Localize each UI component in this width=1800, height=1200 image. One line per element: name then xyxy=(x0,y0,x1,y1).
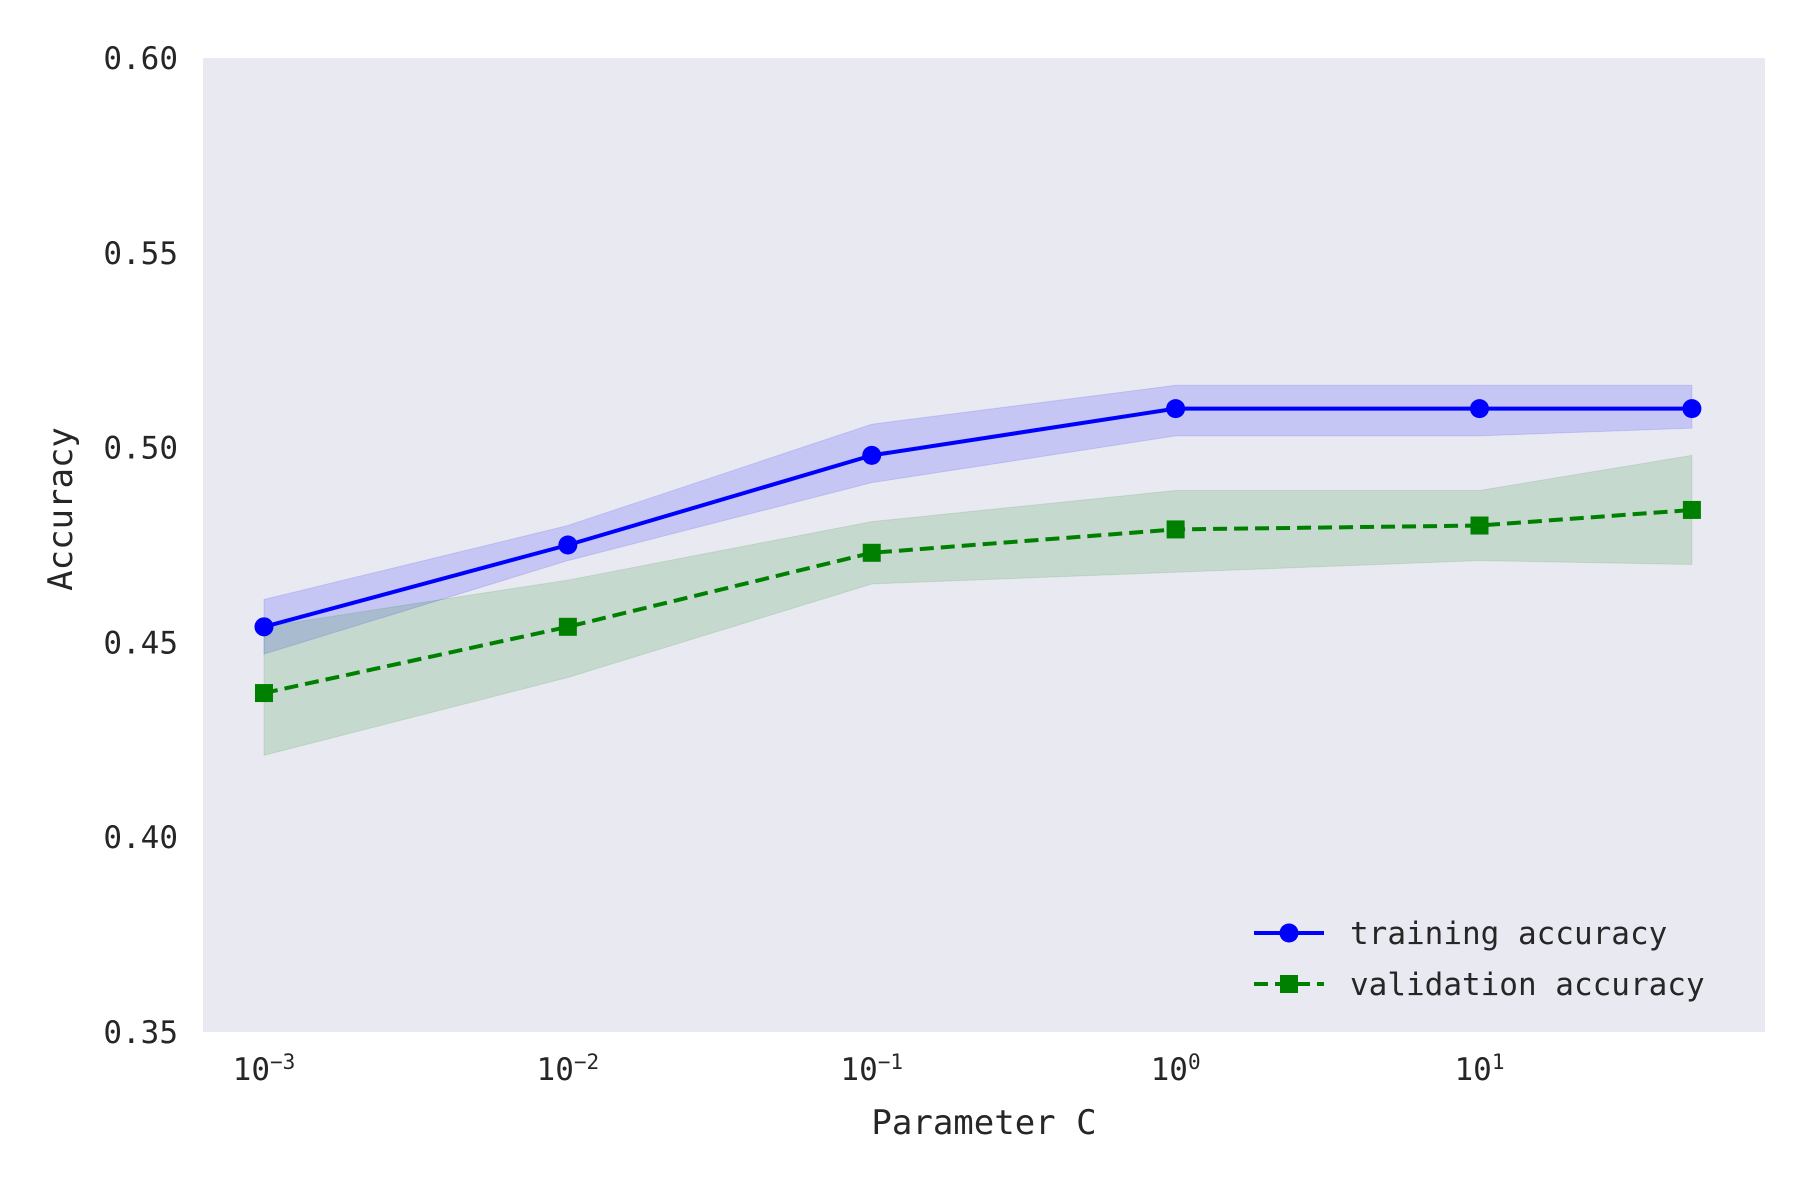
legend-label-series-1: training accuracy xyxy=(1350,916,1667,952)
legend-marker-series-2 xyxy=(1280,975,1298,993)
marker-series-2-point-1 xyxy=(254,684,273,703)
y-tick-label-4: 0.50 xyxy=(103,431,178,467)
series-markers xyxy=(254,399,1702,703)
marker-series-1-point-2 xyxy=(558,535,578,555)
y-axis-ticks: 0.35 0.40 0.45 0.50 0.55 0.60 xyxy=(103,41,178,1051)
line-series-2 xyxy=(263,507,1693,696)
legend-label-series-2: validation accuracy xyxy=(1350,967,1705,1003)
y-tick-label-6: 0.60 xyxy=(103,41,178,77)
y-tick-label-3: 0.45 xyxy=(103,625,178,661)
x-tick-label-1: 10−3 xyxy=(233,1050,296,1088)
marker-series-1-point-5 xyxy=(1469,399,1489,419)
marker-series-1-point-4 xyxy=(1166,399,1186,419)
x-tick-label-3: 10−1 xyxy=(840,1050,903,1088)
x-axis-title: Parameter C xyxy=(871,1103,1096,1143)
x-axis-ticks: 10−3 10−2 10−1 100 101 xyxy=(233,1050,1505,1088)
legend-marker-series-1 xyxy=(1279,923,1299,943)
marker-series-1-point-6 xyxy=(1682,399,1702,419)
x-tick-label-5: 101 xyxy=(1455,1050,1505,1088)
x-tick-label-4: 100 xyxy=(1151,1050,1201,1088)
marker-series-1-point-1 xyxy=(254,617,274,637)
marker-series-2-point-6 xyxy=(1682,500,1701,519)
x-tick-label-2: 10−2 xyxy=(537,1050,600,1088)
marker-series-2-point-4 xyxy=(1166,520,1185,539)
series-lines xyxy=(263,406,1693,696)
line-series-1 xyxy=(263,406,1692,629)
marker-series-2-point-3 xyxy=(862,543,881,562)
y-tick-label-5: 0.55 xyxy=(103,236,178,272)
legend: training accuracy validation accuracy xyxy=(1254,916,1705,1003)
band-series-2 xyxy=(263,454,1693,757)
y-tick-label-1: 0.35 xyxy=(103,1015,178,1051)
marker-series-1-point-3 xyxy=(862,445,882,465)
y-tick-label-2: 0.40 xyxy=(103,820,178,856)
marker-series-2-point-2 xyxy=(558,617,577,636)
marker-series-2-point-5 xyxy=(1470,516,1489,535)
y-axis-title: Accuracy xyxy=(41,427,81,591)
